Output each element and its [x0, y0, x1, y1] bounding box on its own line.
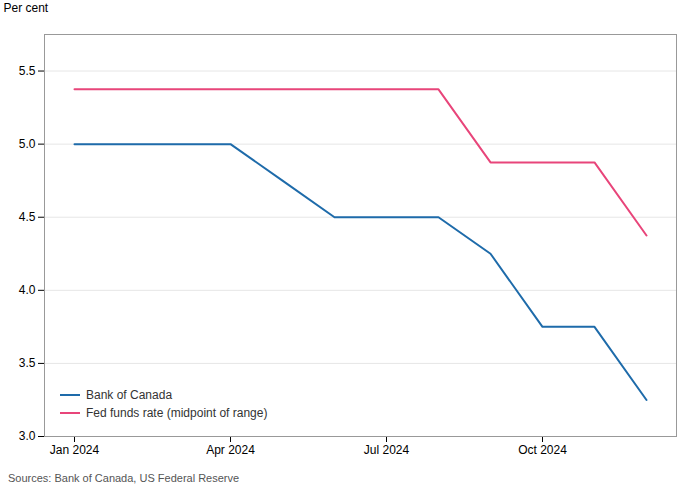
svg-text:Oct 2024: Oct 2024	[518, 443, 567, 457]
svg-text:Jan 2024: Jan 2024	[50, 443, 100, 457]
svg-text:3.0: 3.0	[19, 429, 36, 443]
svg-text:4.0: 4.0	[19, 283, 36, 297]
html-text:Fed funds rate (midpoint of ra: Fed funds rate (midpoint of range)	[86, 406, 268, 420]
svg-text:Apr 2024: Apr 2024	[206, 443, 255, 457]
html-text:Bank of Canada: Bank of Canada	[86, 388, 173, 402]
svg-text:Per cent: Per cent	[4, 1, 49, 15]
svg-text:5.0: 5.0	[19, 137, 36, 151]
svg-text:5.5: 5.5	[19, 64, 36, 78]
svg-text:4.5: 4.5	[19, 210, 36, 224]
svg-text:Jul 2024: Jul 2024	[364, 443, 410, 457]
html-text:Sources: Bank of Canada, US Fe: Sources: Bank of Canada, US Federal Rese…	[8, 472, 240, 484]
svg-text:3.5: 3.5	[19, 356, 36, 370]
